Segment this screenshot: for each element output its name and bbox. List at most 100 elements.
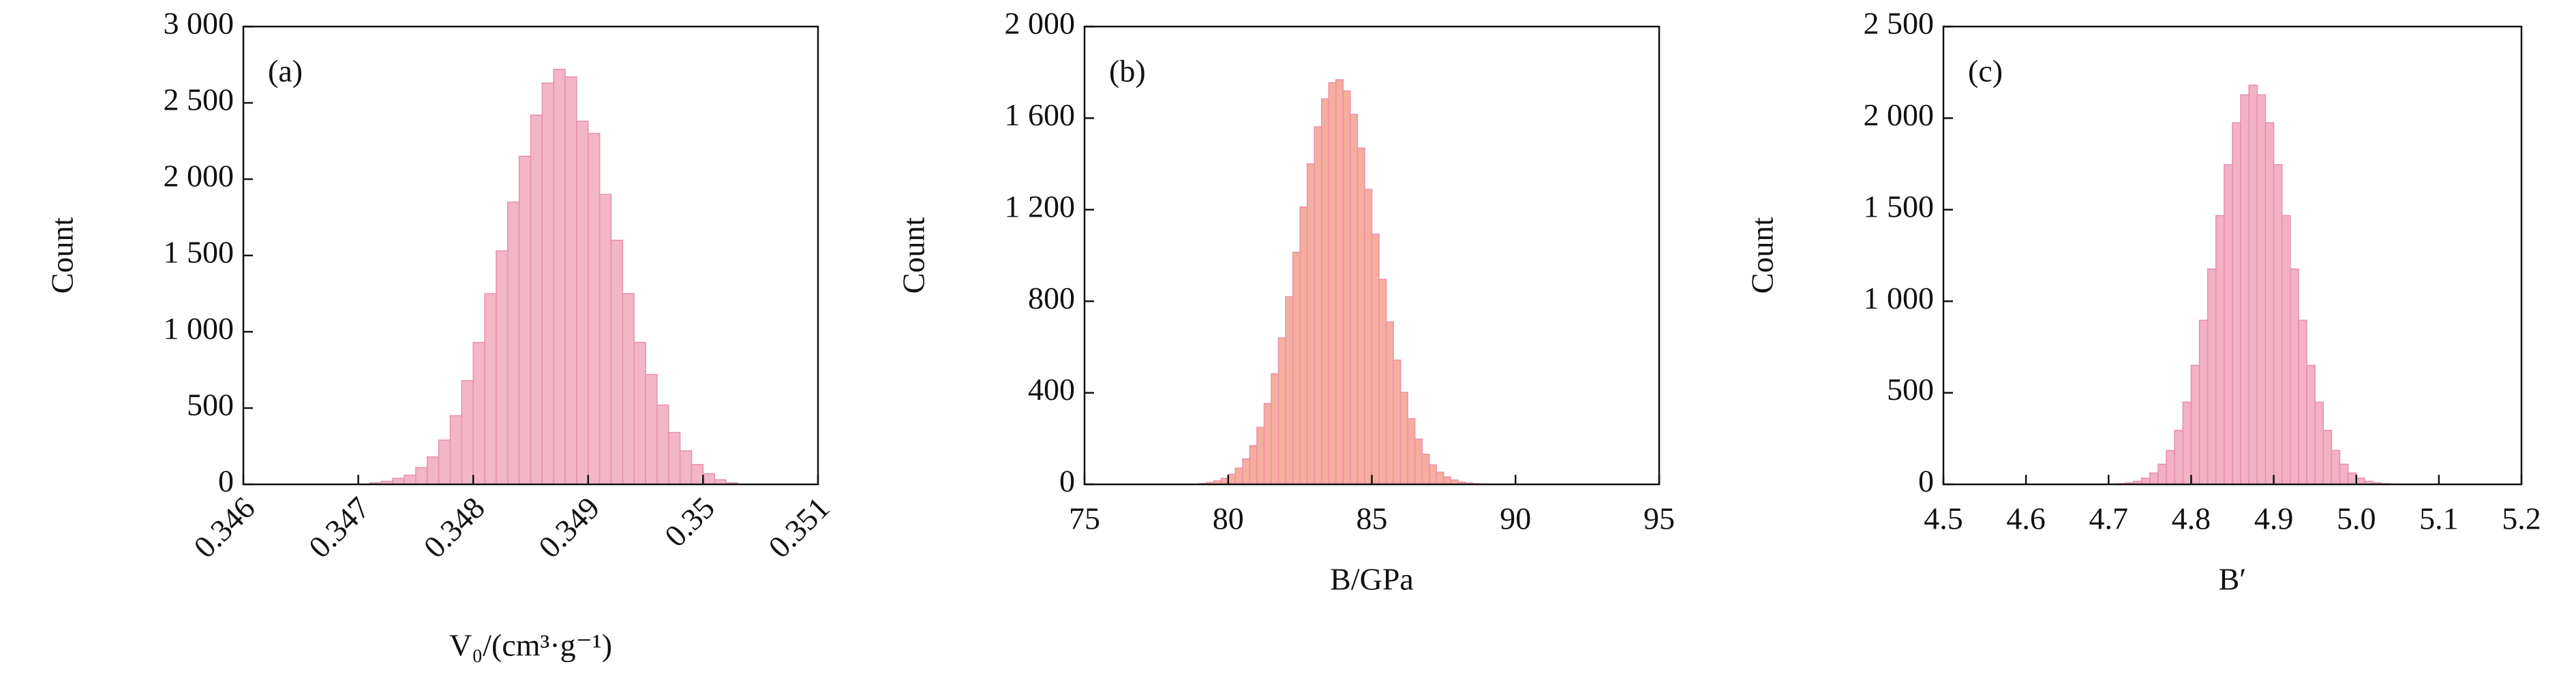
x-axis-label: V₀/(cm³·g⁻¹)	[449, 628, 612, 663]
y-tick-label: 500	[1887, 372, 1934, 407]
histogram-bar	[1242, 458, 1251, 485]
histogram-bar	[1249, 445, 1258, 485]
histogram-bar	[392, 478, 405, 485]
x-tick-label: 4.6	[2006, 501, 2046, 536]
histogram-bar	[2264, 122, 2275, 485]
histogram-bar	[576, 121, 589, 485]
plot-frame	[1942, 25, 2523, 486]
y-tick-label: 2 500	[1864, 6, 1935, 41]
histogram-bar	[1228, 473, 1237, 485]
histogram-bar	[2298, 319, 2307, 485]
histogram-bar	[472, 341, 485, 485]
y-tick-label: 1 200	[1005, 189, 1076, 223]
x-tick-label: 0.349	[532, 490, 606, 564]
histogram-bar	[2198, 319, 2209, 485]
x-tick-label: 0.347	[302, 490, 376, 564]
x-tick-label: 5.2	[2502, 501, 2541, 536]
histogram-bar	[1385, 321, 1394, 485]
x-tick-label: 0.35	[658, 490, 721, 553]
histogram-bar	[1429, 464, 1438, 485]
panel: 0 500 1 000 1 500 2 000 2 500 3 000 0.346 0.347 0…	[45, 6, 836, 663]
y-tick-label: 1 000	[1864, 281, 1935, 315]
x-tick-label: 0.348	[416, 490, 491, 564]
histogram-bar	[2248, 84, 2258, 485]
y-tick-label: 2 000	[1005, 6, 1076, 41]
histogram-bar	[1407, 418, 1416, 485]
x-tick-label: 80	[1213, 501, 1244, 536]
x-tick-label: 0.351	[761, 490, 836, 564]
panel: 0 400 800 1 200 1 600 2 000 75 80 85 90 95 B/GPa Cou…	[896, 6, 1675, 597]
histogram-bar	[2174, 429, 2184, 485]
histogram-bar	[496, 250, 509, 485]
y-tick-label: 0	[1059, 464, 1075, 499]
histogram-bar	[2355, 478, 2365, 485]
y-tick-label: 2 000	[1864, 97, 1935, 132]
histogram-bar	[1271, 373, 1279, 485]
y-tick-label: 3 000	[164, 6, 234, 41]
histogram-bar	[1314, 126, 1322, 485]
x-tick-label: 4.9	[2254, 501, 2294, 536]
histogram-bar	[2322, 429, 2333, 485]
x-tick-label: 0.346	[187, 490, 261, 564]
histogram-bar	[2306, 364, 2316, 485]
histogram-bar	[2281, 215, 2291, 485]
histogram-bar	[2290, 268, 2299, 485]
histogram-bar	[2256, 94, 2267, 485]
histogram-bar	[2347, 472, 2357, 485]
histogram-bar	[1378, 279, 1387, 485]
histogram-bar	[530, 114, 543, 485]
histogram-bar	[1220, 478, 1229, 485]
histogram-bar	[668, 432, 681, 485]
histogram-bar	[2182, 401, 2192, 485]
histogram-bar	[1399, 392, 1408, 485]
panel-label: (a)	[268, 54, 303, 89]
histogram-bar	[1393, 359, 1401, 485]
histogram-bar	[1320, 98, 1330, 485]
histogram-bar	[507, 201, 520, 485]
histogram-bar	[2314, 401, 2324, 485]
histogram-bar	[2339, 463, 2349, 485]
histogram-bar	[449, 415, 463, 485]
histogram-bar	[541, 82, 554, 485]
y-axis-label: Count	[45, 217, 80, 294]
histogram-bar	[2215, 215, 2225, 485]
panel: 0 500 1 000 1 500 2 000 2 500 4.5 4.6 4.7 4.8 4.9 5…	[1745, 6, 2541, 597]
y-tick-label: 1 600	[1005, 97, 1076, 132]
histogram-bar	[633, 341, 646, 485]
y-tick-label: 2 500	[164, 82, 234, 117]
histogram-bar	[2207, 268, 2217, 485]
histogram-bar	[1436, 471, 1444, 485]
histogram-bar	[1277, 337, 1286, 485]
histogram-bar	[1328, 82, 1337, 485]
histogram-bar	[2331, 450, 2341, 485]
histogram-bar	[2224, 163, 2233, 485]
histogram-bar	[438, 439, 451, 485]
histogram-bar	[553, 68, 566, 485]
histogram-bar	[1357, 147, 1365, 485]
x-axis-label: B/GPa	[1330, 562, 1414, 597]
histogram-bar	[1443, 476, 1452, 485]
x-axis-label: B′	[2219, 562, 2247, 597]
histogram-bar	[564, 76, 577, 485]
histogram-bar	[1342, 90, 1351, 485]
x-tick-label: 5.0	[2337, 501, 2376, 536]
y-tick-label: 1 500	[1864, 189, 1935, 223]
histogram-bar	[415, 467, 428, 485]
histogram-bar	[622, 293, 635, 485]
histogram-bar	[588, 133, 601, 485]
histogram-bar	[461, 379, 474, 485]
histogram-bar	[2190, 364, 2200, 485]
x-tick-label: 4.7	[2089, 501, 2129, 536]
histogram-bar	[1306, 163, 1315, 485]
y-tick-label: 2 000	[164, 159, 234, 193]
histogram-bar	[1421, 453, 1430, 485]
histogram-bar	[702, 473, 716, 485]
histogram-bar	[1263, 403, 1272, 485]
histogram-bar	[1335, 79, 1344, 485]
histogram-bar	[1350, 113, 1359, 485]
histogram-bar	[2157, 463, 2167, 485]
histogram-bar	[1256, 426, 1265, 485]
x-tick-label: 4.5	[1924, 501, 1963, 536]
panel-label: (b)	[1109, 54, 1146, 89]
